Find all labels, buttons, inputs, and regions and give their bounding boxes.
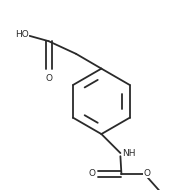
Text: O: O — [45, 74, 52, 83]
Text: NH: NH — [123, 149, 136, 158]
Text: HO: HO — [15, 30, 29, 39]
Text: O: O — [88, 169, 95, 178]
Text: O: O — [144, 169, 151, 178]
